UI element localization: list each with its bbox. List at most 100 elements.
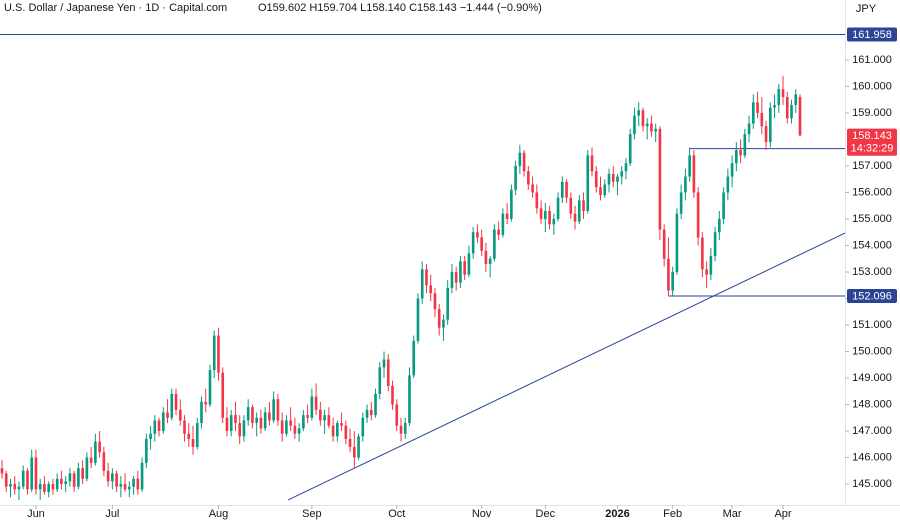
candle-body <box>420 269 424 299</box>
candle-body <box>552 218 556 225</box>
candle-body <box>454 271 458 283</box>
candle-body <box>9 484 12 487</box>
candle-body <box>790 104 793 119</box>
candle-body <box>178 409 182 421</box>
candle-body <box>314 396 318 410</box>
candle-body <box>599 187 602 196</box>
candle-body <box>369 409 373 416</box>
candle-body <box>242 420 246 437</box>
candle-body <box>106 470 110 482</box>
candle-body <box>331 425 335 437</box>
candle-body <box>773 104 776 108</box>
candle-body <box>123 484 127 490</box>
candle-body <box>403 423 407 434</box>
currency-box <box>846 0 900 18</box>
candle-body <box>628 134 632 164</box>
candle-body <box>539 208 543 219</box>
candle-body <box>688 155 691 177</box>
last-price-label: 158.143 <box>852 130 892 142</box>
candle-body <box>798 96 802 136</box>
candle-body <box>85 457 89 479</box>
currency-label: JPY <box>856 3 877 15</box>
candle-body <box>310 396 314 418</box>
header-bg <box>0 0 560 16</box>
x-tick-label: Sep <box>302 508 322 520</box>
candle-body <box>709 256 713 275</box>
candle-body <box>726 176 730 193</box>
candle-body <box>221 372 225 418</box>
candle-body <box>667 258 670 291</box>
candle-body <box>463 261 466 275</box>
candle-body <box>722 192 725 219</box>
candle-body <box>0 468 4 474</box>
candle-body <box>89 457 93 463</box>
candle-body <box>696 192 700 238</box>
candle-body <box>484 250 488 265</box>
y-tick-label: 157.000 <box>852 160 892 172</box>
candle-body <box>136 478 140 490</box>
candle-body <box>365 409 369 418</box>
candle-body <box>238 423 242 437</box>
candle-body <box>531 184 534 193</box>
candle-body <box>450 271 454 288</box>
candle-body <box>399 425 403 434</box>
candle-body <box>38 484 42 490</box>
candle-body <box>616 176 619 182</box>
candle-body <box>577 200 581 222</box>
candle-body <box>425 269 428 286</box>
candle-body <box>208 370 212 405</box>
candle-body <box>637 110 641 116</box>
candle-body <box>77 468 80 487</box>
candle-body <box>263 412 267 429</box>
x-tick-label: Jul <box>105 508 119 520</box>
candle-body <box>522 152 526 172</box>
candle-body <box>259 417 263 429</box>
candle-body <box>234 415 237 424</box>
candle-body <box>200 401 203 424</box>
candle-body <box>26 470 29 490</box>
candle-body <box>429 285 433 294</box>
candle-body <box>446 287 450 320</box>
candle-body <box>378 367 382 394</box>
candle-body <box>747 123 751 135</box>
candle-body <box>251 407 254 424</box>
candle-body <box>94 441 97 463</box>
y-tick-label: 147.000 <box>852 425 892 437</box>
candle-body <box>751 102 755 124</box>
y-tick-label: 146.000 <box>852 451 892 463</box>
candle-body <box>607 173 611 185</box>
candle-body <box>60 478 63 485</box>
candle-body <box>327 415 331 426</box>
candle-body <box>586 155 590 212</box>
level-price-label: 152.096 <box>852 290 892 302</box>
y-tick-label: 159.000 <box>852 107 892 119</box>
candle-body <box>679 192 683 214</box>
candle-body <box>72 473 76 487</box>
candle-body <box>569 197 573 214</box>
candle-body <box>98 441 101 453</box>
candle-body <box>115 473 118 487</box>
candle-body <box>480 237 483 251</box>
chart-title: U.S. Dollar / Japanese Yen · 1D · Capita… <box>4 2 227 14</box>
candle-body <box>756 102 759 113</box>
candle-body <box>170 393 174 418</box>
candle-body <box>217 335 220 373</box>
candle-body <box>603 184 607 196</box>
candle-body <box>386 359 390 386</box>
candle-body <box>739 150 742 156</box>
candle-body <box>501 213 505 235</box>
trendline <box>287 232 846 501</box>
candle-body <box>781 89 785 98</box>
candle-body <box>47 484 51 493</box>
x-tick-label: Apr <box>774 508 791 520</box>
candle-body <box>246 407 250 421</box>
candle-body <box>382 359 386 368</box>
candle-body <box>187 433 191 439</box>
candle-body <box>560 181 564 198</box>
candle-body <box>174 393 178 410</box>
candle-body <box>191 438 195 447</box>
candle-body <box>140 462 144 490</box>
candle-body <box>280 420 284 434</box>
